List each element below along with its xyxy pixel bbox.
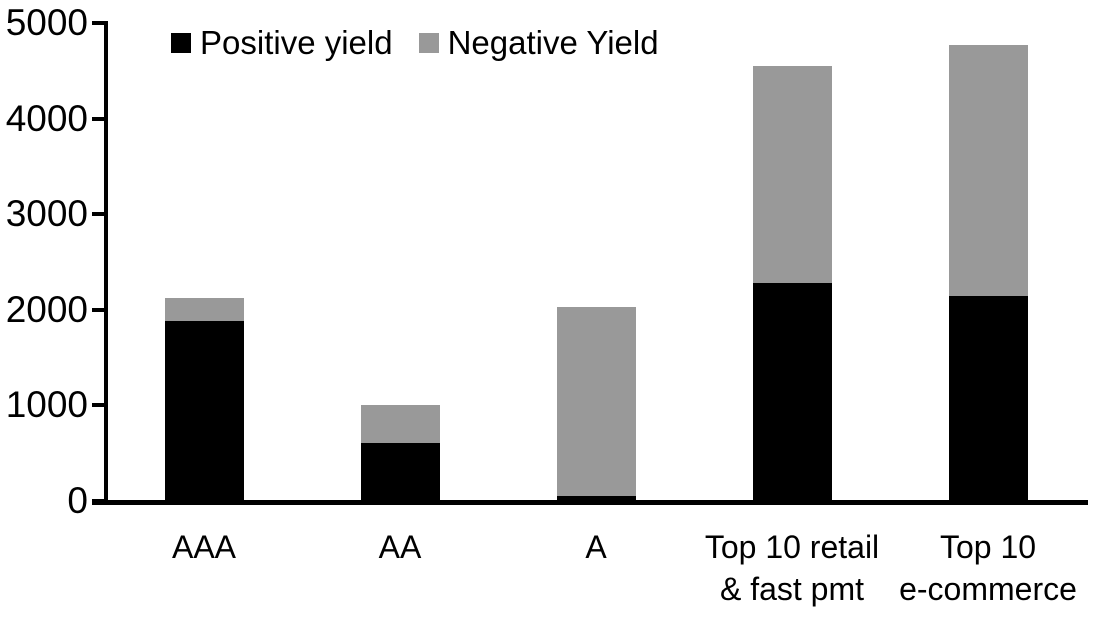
category-label: AA [378, 529, 422, 565]
bar-segment-negative-yield [360, 405, 440, 443]
y-tick-mark [92, 212, 106, 217]
bar-segment-negative-yield [164, 298, 244, 322]
y-tick-mark [92, 307, 106, 312]
y-tick-label: 4000 [5, 97, 88, 139]
y-tick-label: 2000 [5, 288, 88, 330]
y-tick-label: 0 [67, 480, 88, 521]
bar-segment-positive-yield [752, 283, 832, 501]
bar-segment-positive-yield [164, 321, 244, 501]
legend-swatch-icon [171, 33, 191, 53]
category-label: Top 10 retail & fast pmt [704, 529, 880, 607]
category-label: Top 10 e-commerce [899, 529, 1077, 607]
bar-group [360, 405, 440, 501]
y-tick-mark [92, 116, 106, 121]
legend-item-positive-yield: Positive yield [171, 24, 393, 62]
bar-group [164, 298, 244, 501]
bar-segment-negative-yield [752, 66, 832, 284]
legend-item-negative-yield: Negative Yield [418, 24, 659, 62]
x-axis-line [92, 500, 1088, 505]
y-tick-mark [92, 21, 106, 25]
legend-label: Negative Yield [447, 24, 659, 61]
category-label: A [585, 529, 607, 565]
y-tick-label: 3000 [5, 193, 88, 235]
y-axis-line [104, 21, 108, 505]
bar-group [752, 66, 832, 501]
bar-segment-positive-yield [948, 296, 1028, 501]
bar-segment-negative-yield [948, 45, 1028, 297]
y-tick-label: 5000 [5, 2, 88, 43]
y-tick-mark [92, 403, 106, 408]
bar-group [948, 45, 1028, 501]
category-label: AAA [171, 529, 237, 565]
legend: Positive yield Negative Yield [171, 24, 659, 62]
bar-segment-negative-yield [556, 306, 636, 497]
legend-swatch-icon [418, 33, 439, 53]
bar-segment-positive-yield [556, 496, 636, 501]
legend-label: Positive yield [200, 24, 393, 61]
bar-group [556, 306, 636, 501]
bar-segment-positive-yield [360, 442, 440, 501]
y-tick-label: 1000 [5, 384, 88, 426]
